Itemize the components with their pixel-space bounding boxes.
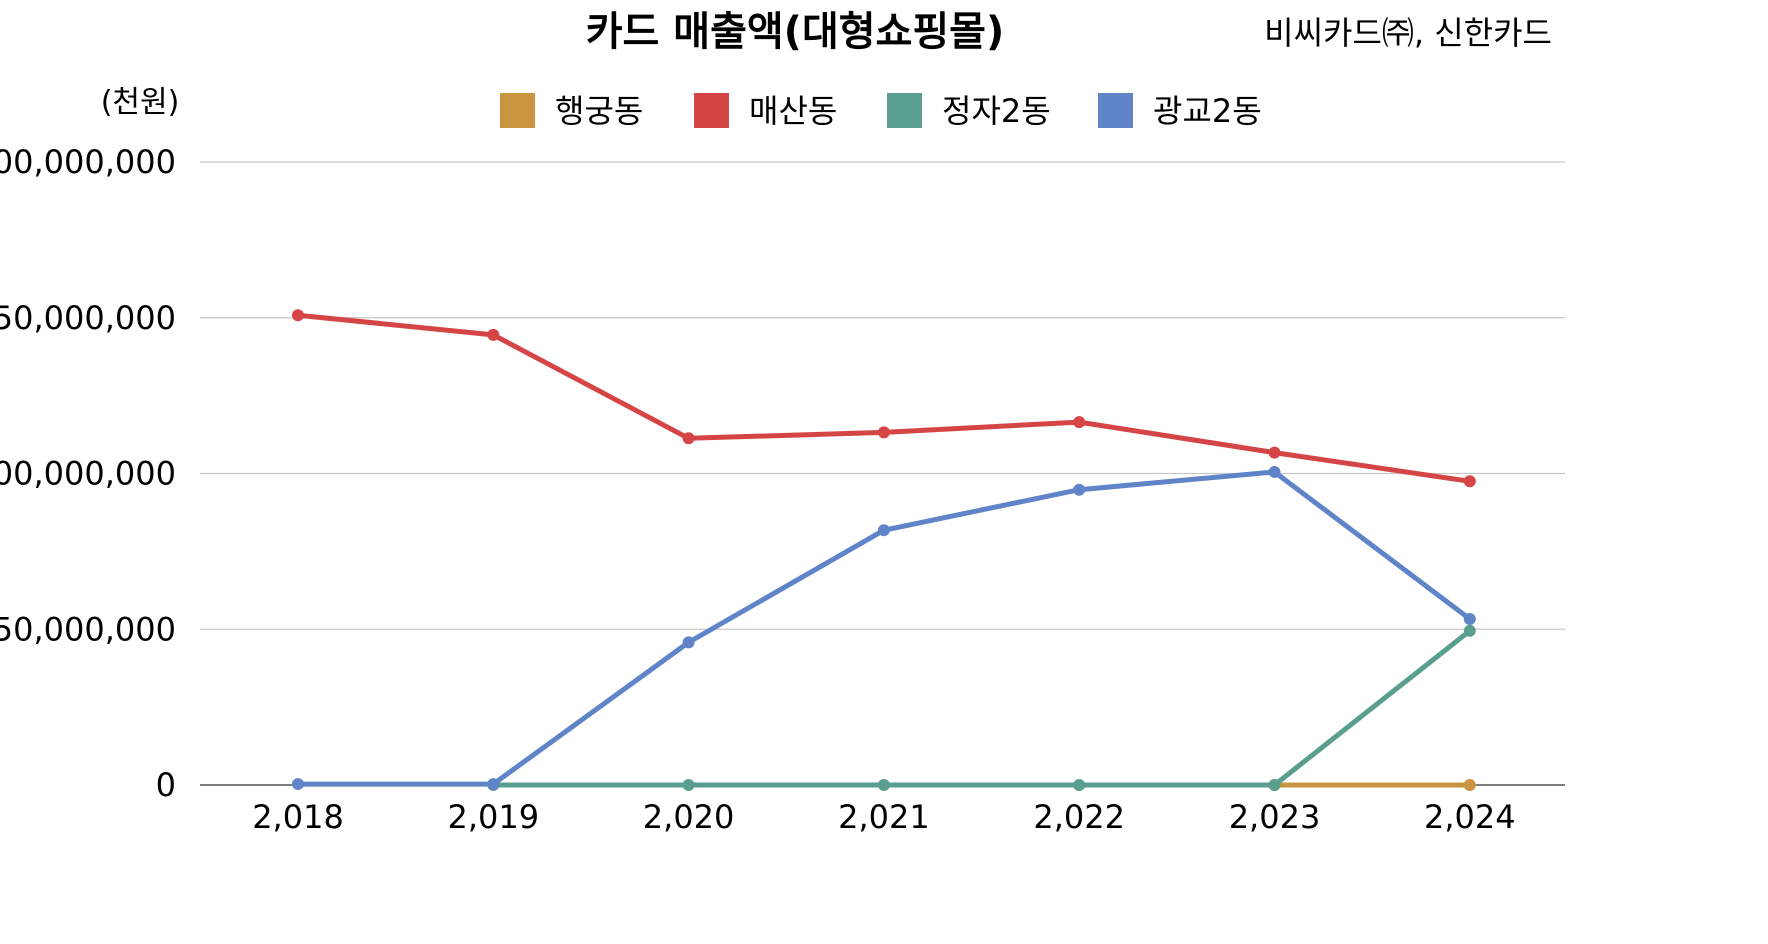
data-point	[1073, 416, 1086, 429]
y-axis-ticks: 0 50,000,000 100,000,000 150,000,000 200,000…	[0, 143, 176, 804]
legend: 행궁동 매산동 정자2동 광교2동	[500, 92, 1262, 130]
data-point	[877, 426, 890, 439]
y-unit-label: (천원)	[101, 85, 180, 120]
legend-label: 광교2동	[1153, 92, 1262, 130]
y-tick-label: 50,000,000	[0, 610, 176, 648]
y-tick-label: 100,000,000	[0, 455, 176, 493]
series-group	[292, 309, 1476, 791]
series-3	[487, 624, 1476, 791]
data-point	[292, 309, 304, 322]
legend-swatch	[694, 93, 729, 128]
data-point	[1268, 446, 1281, 459]
x-tick-label: 2,022	[1033, 798, 1125, 836]
chart-source: 비씨카드㈜, 신한카드	[1264, 14, 1552, 52]
data-point	[1463, 612, 1476, 625]
legend-label: 행궁동	[555, 92, 643, 130]
data-point	[1268, 779, 1281, 791]
series-1	[1268, 779, 1476, 791]
data-point	[877, 779, 890, 791]
legend-item: 광교2동	[1098, 92, 1262, 130]
y-tick-label: 150,000,000	[0, 299, 176, 337]
x-tick-label: 2,023	[1229, 798, 1321, 836]
gridlines	[200, 161, 1565, 786]
series-line	[295, 469, 1473, 787]
legend-label: 매산동	[749, 92, 837, 130]
legend-item: 정자2동	[887, 92, 1051, 130]
x-axis-ticks: 2,018 2,019 2,020 2,021 2,022 2,023 2,024	[252, 798, 1515, 836]
data-point	[1073, 483, 1086, 496]
x-tick-label: 2,018	[252, 798, 344, 836]
data-point	[682, 636, 695, 649]
series-2	[292, 309, 1476, 488]
legend-item: 매산동	[694, 92, 837, 130]
series-4	[292, 465, 1476, 791]
data-point	[292, 778, 304, 791]
data-point	[682, 432, 695, 445]
legend-swatch	[500, 93, 535, 128]
series-line	[490, 628, 1473, 788]
chart-title: 카드 매출액(대형쇼핑몰)	[586, 9, 1005, 55]
legend-label: 정자2동	[942, 92, 1051, 130]
data-point	[1073, 779, 1086, 791]
series-line	[295, 312, 1473, 484]
data-point	[1463, 475, 1476, 488]
data-point	[487, 778, 500, 791]
data-point	[1463, 624, 1476, 637]
legend-swatch	[887, 93, 922, 128]
x-tick-label: 2,019	[447, 798, 539, 836]
x-tick-label: 2,020	[643, 798, 735, 836]
data-point	[487, 328, 500, 341]
data-point	[1463, 779, 1476, 791]
legend-item: 행궁동	[500, 92, 643, 130]
data-point	[682, 779, 695, 791]
legend-swatch	[1098, 93, 1133, 128]
x-tick-label: 2,021	[838, 798, 930, 836]
data-point	[877, 524, 890, 537]
x-tick-label: 2,024	[1424, 798, 1516, 836]
data-point	[1268, 465, 1281, 478]
y-tick-label: 0	[156, 766, 176, 804]
y-tick-label: 200,000,000	[0, 143, 176, 181]
